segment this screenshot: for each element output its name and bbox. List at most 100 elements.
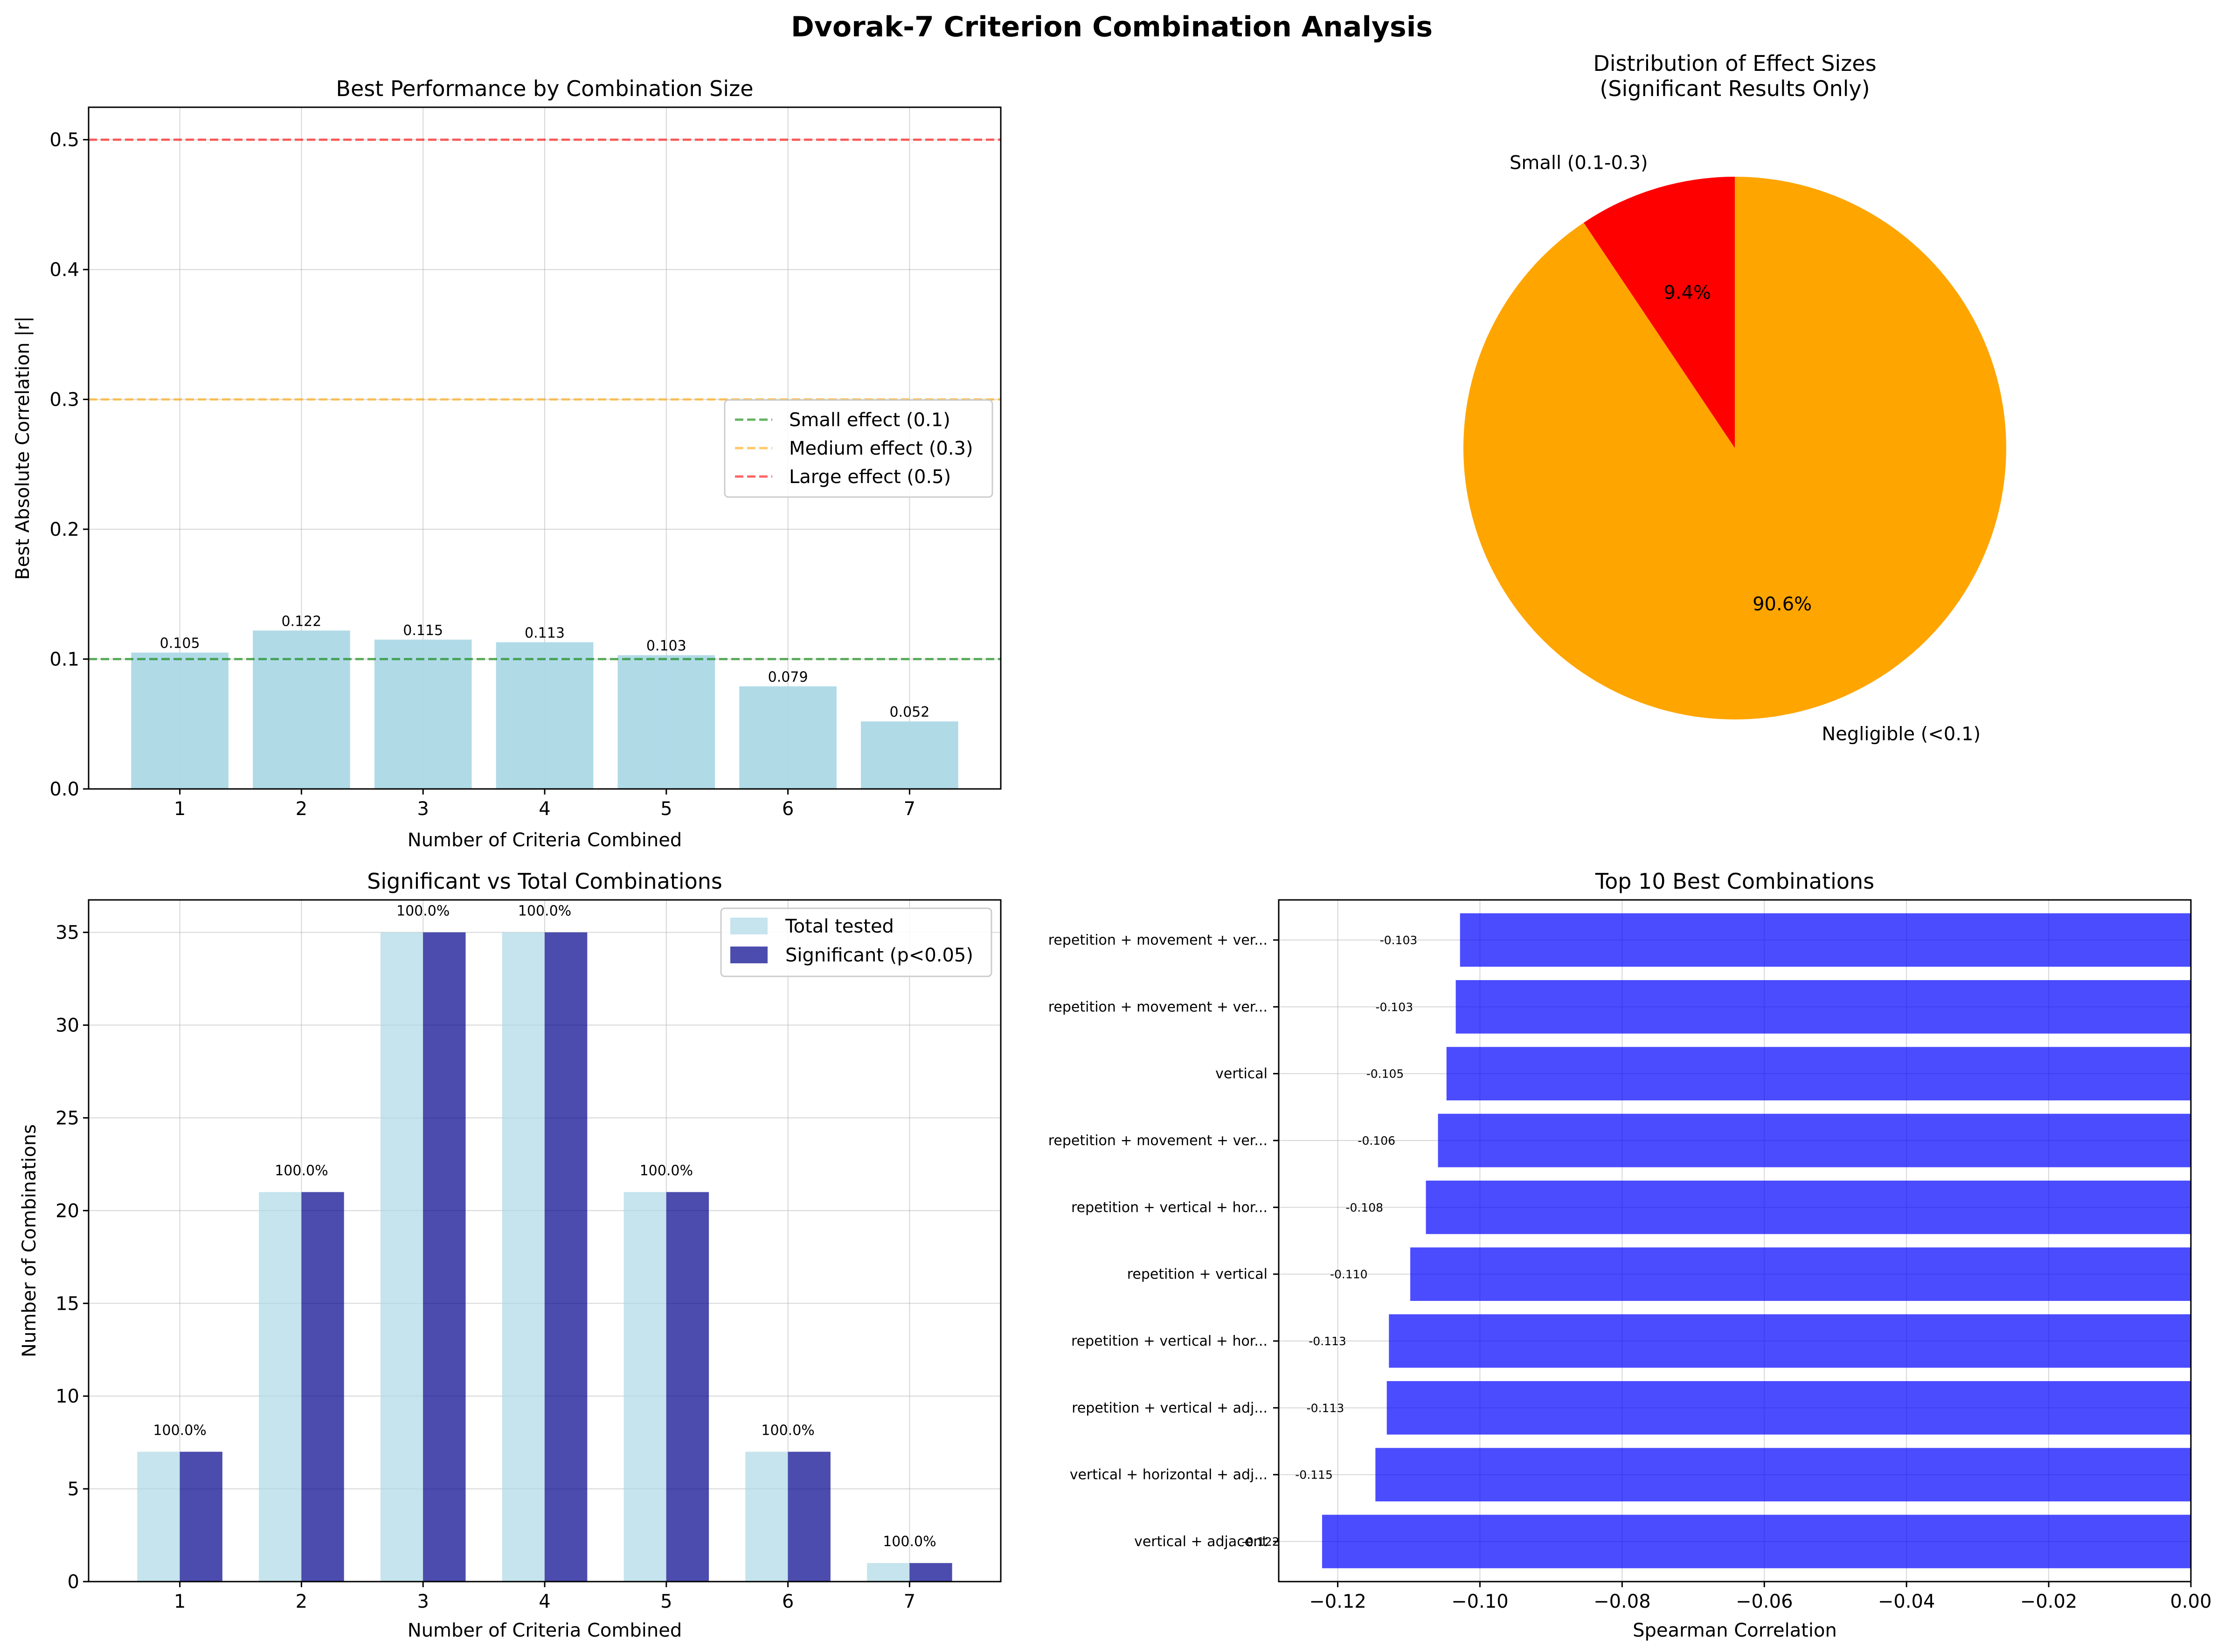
p4-bar-value-label: -0.110 xyxy=(1330,1268,1368,1281)
p3-y-tick-label: 30 xyxy=(55,1015,79,1037)
p1-title: Best Performance by Combination Size xyxy=(336,76,753,101)
p2-slice-percent: 90.6% xyxy=(1753,594,1812,615)
p4-bar-value-label: -0.113 xyxy=(1307,1401,1344,1415)
p3-bar-total xyxy=(259,1192,302,1582)
p3-bar-significant xyxy=(666,1192,709,1582)
p4-bar xyxy=(1426,1181,2191,1234)
p4-x-tick-label: −0.06 xyxy=(1736,1591,1793,1612)
p3-axes-frame xyxy=(88,899,1002,1583)
p3-value-labels: 100.0% 100.0% 100.0% 100.0% 100.0% 100.0% 100.… xyxy=(153,903,936,1550)
p4-bar-value-label: -0.103 xyxy=(1376,1000,1413,1014)
p4-bar xyxy=(1455,980,2191,1034)
p3-bar-significant xyxy=(545,932,588,1582)
p3-x-tick-label: 1 xyxy=(174,1591,186,1612)
p4-y-tick-label: vertical xyxy=(1215,1066,1268,1082)
p3-percent-label: 100.0% xyxy=(396,903,450,919)
p2-slices xyxy=(1463,177,2006,720)
p1-x-tick-label: 6 xyxy=(782,798,794,820)
p1-y-axis-label: Best Absolute Correlation |r| xyxy=(12,316,34,580)
top10-combinations-chart: -0.103 -0.103 -0.105 -0.106 -0.108 -0.110 -0.1… xyxy=(1048,869,2212,1641)
p3-percent-label: 100.0% xyxy=(883,1534,936,1550)
figure-title: Dvorak-7 Criterion Combination Analysis xyxy=(791,11,1433,43)
p1-bar xyxy=(253,630,350,789)
p2-title-line-2: (Significant Results Only) xyxy=(1600,76,1870,101)
p4-x-tick-label: 0.00 xyxy=(2170,1591,2211,1612)
effect-size-pie-chart: Distribution of Effect Sizes (Significan… xyxy=(1463,51,2006,745)
p3-y-tick-label: 0 xyxy=(68,1571,79,1593)
p1-legend-large: Large effect (0.5) xyxy=(789,466,951,488)
p1-bar xyxy=(739,686,837,789)
p4-x-tick-label: −0.08 xyxy=(1594,1591,1651,1612)
p1-x-tick-label: 3 xyxy=(417,798,429,820)
p1-y-tick-label: 0.1 xyxy=(49,649,79,670)
p3-bar-total xyxy=(502,932,545,1582)
p4-axes-frame xyxy=(1278,899,2192,1583)
p3-legend-swatch-significant xyxy=(730,947,768,963)
p4-bar xyxy=(1322,1514,2191,1569)
p1-y-tick-label: 0.4 xyxy=(49,259,79,281)
p4-bar xyxy=(1446,1047,2191,1100)
p3-title: Significant vs Total Combinations xyxy=(367,869,722,894)
p3-x-tick-label: 2 xyxy=(296,1591,307,1612)
p1-y-tick-label: 0.5 xyxy=(49,130,79,151)
p1-bar-value-label: 0.115 xyxy=(403,622,443,639)
p4-bar-value-label: -0.105 xyxy=(1366,1067,1404,1081)
p4-y-tick-label: repetition + vertical + adj... xyxy=(1072,1400,1268,1416)
p1-bar-value-label: 0.079 xyxy=(768,669,808,685)
p1-x-tick-label: 7 xyxy=(904,798,915,820)
p2-slice-label: Negligible (<0.1) xyxy=(1822,723,1981,745)
p3-y-tick-label: 20 xyxy=(55,1200,79,1222)
p4-y-tick-label: repetition + movement + ver... xyxy=(1048,932,1268,948)
significant-vs-total-chart: 100.0% 100.0% 100.0% 100.0% 100.0% 100.0% 100.… xyxy=(19,869,1002,1641)
p2-slice xyxy=(1463,177,2006,720)
p1-bars xyxy=(131,630,958,789)
p4-x-tick-label: −0.12 xyxy=(1309,1591,1366,1612)
p4-bar-value-label: -0.106 xyxy=(1358,1134,1395,1147)
p3-y-tick-label: 35 xyxy=(55,922,79,944)
p1-bar-value-label: 0.052 xyxy=(889,704,929,720)
p2-slice-percent: 9.4% xyxy=(1664,282,1711,304)
p4-y-tick-label: vertical + horizontal + adj... xyxy=(1070,1467,1268,1483)
p3-percent-label: 100.0% xyxy=(275,1163,328,1179)
p3-bar-total xyxy=(380,932,423,1582)
p3-legend-frame xyxy=(720,907,992,977)
p3-y-tick-label: 15 xyxy=(55,1293,79,1314)
p1-bar xyxy=(617,655,715,789)
p1-x-tick-label: 2 xyxy=(296,798,307,820)
p4-bar xyxy=(1410,1247,2191,1301)
p3-legend-significant: Significant (p<0.05) xyxy=(785,945,973,966)
p3-bar-significant xyxy=(180,1452,222,1582)
p4-x-axis-label: Spearman Correlation xyxy=(1633,1620,1837,1641)
p4-bar-value-label: -0.108 xyxy=(1346,1201,1384,1214)
p1-legend-small: Small effect (0.1) xyxy=(789,409,950,431)
p4-bar-value-label: -0.115 xyxy=(1295,1468,1333,1482)
p4-bar xyxy=(1386,1381,2191,1435)
p1-y-tick-label: 0.2 xyxy=(49,519,79,540)
p3-y-axis-label: Number of Combinations xyxy=(19,1124,40,1357)
p4-bar xyxy=(1389,1314,2191,1368)
p3-percent-label: 100.0% xyxy=(761,1423,814,1439)
p1-bar-value-label: 0.105 xyxy=(160,636,200,652)
p1-bar xyxy=(496,642,594,789)
p3-bar-significant xyxy=(788,1452,831,1582)
p3-percent-label: 100.0% xyxy=(640,1163,693,1179)
p4-y-tick-label: repetition + movement + ver... xyxy=(1048,999,1268,1015)
p1-bar-value-label: 0.103 xyxy=(646,638,686,654)
p3-bar-total xyxy=(867,1563,910,1582)
p1-x-tick-label: 5 xyxy=(660,798,672,820)
p3-legend-total: Total tested xyxy=(785,916,894,937)
p3-x-tick-label: 5 xyxy=(660,1591,672,1612)
p4-y-tick-label: vertical + adjacent xyxy=(1134,1534,1268,1550)
p4-y-tick-label: repetition + vertical xyxy=(1127,1266,1268,1283)
p3-bar-significant xyxy=(423,932,466,1582)
p3-x-tick-label: 6 xyxy=(782,1591,794,1612)
p3-bar-total xyxy=(137,1452,180,1582)
p1-bar xyxy=(861,721,958,789)
p3-percent-label: 100.0% xyxy=(518,903,571,919)
p2-title-line-1: Distribution of Effect Sizes xyxy=(1593,51,1876,76)
p4-x-tick-label: −0.04 xyxy=(1878,1591,1935,1612)
p2-slice xyxy=(1583,177,1735,448)
p4-value-labels: -0.103 -0.103 -0.105 -0.106 -0.108 -0.110 -0.1… xyxy=(1242,933,1417,1548)
p4-bar xyxy=(1460,913,2191,967)
